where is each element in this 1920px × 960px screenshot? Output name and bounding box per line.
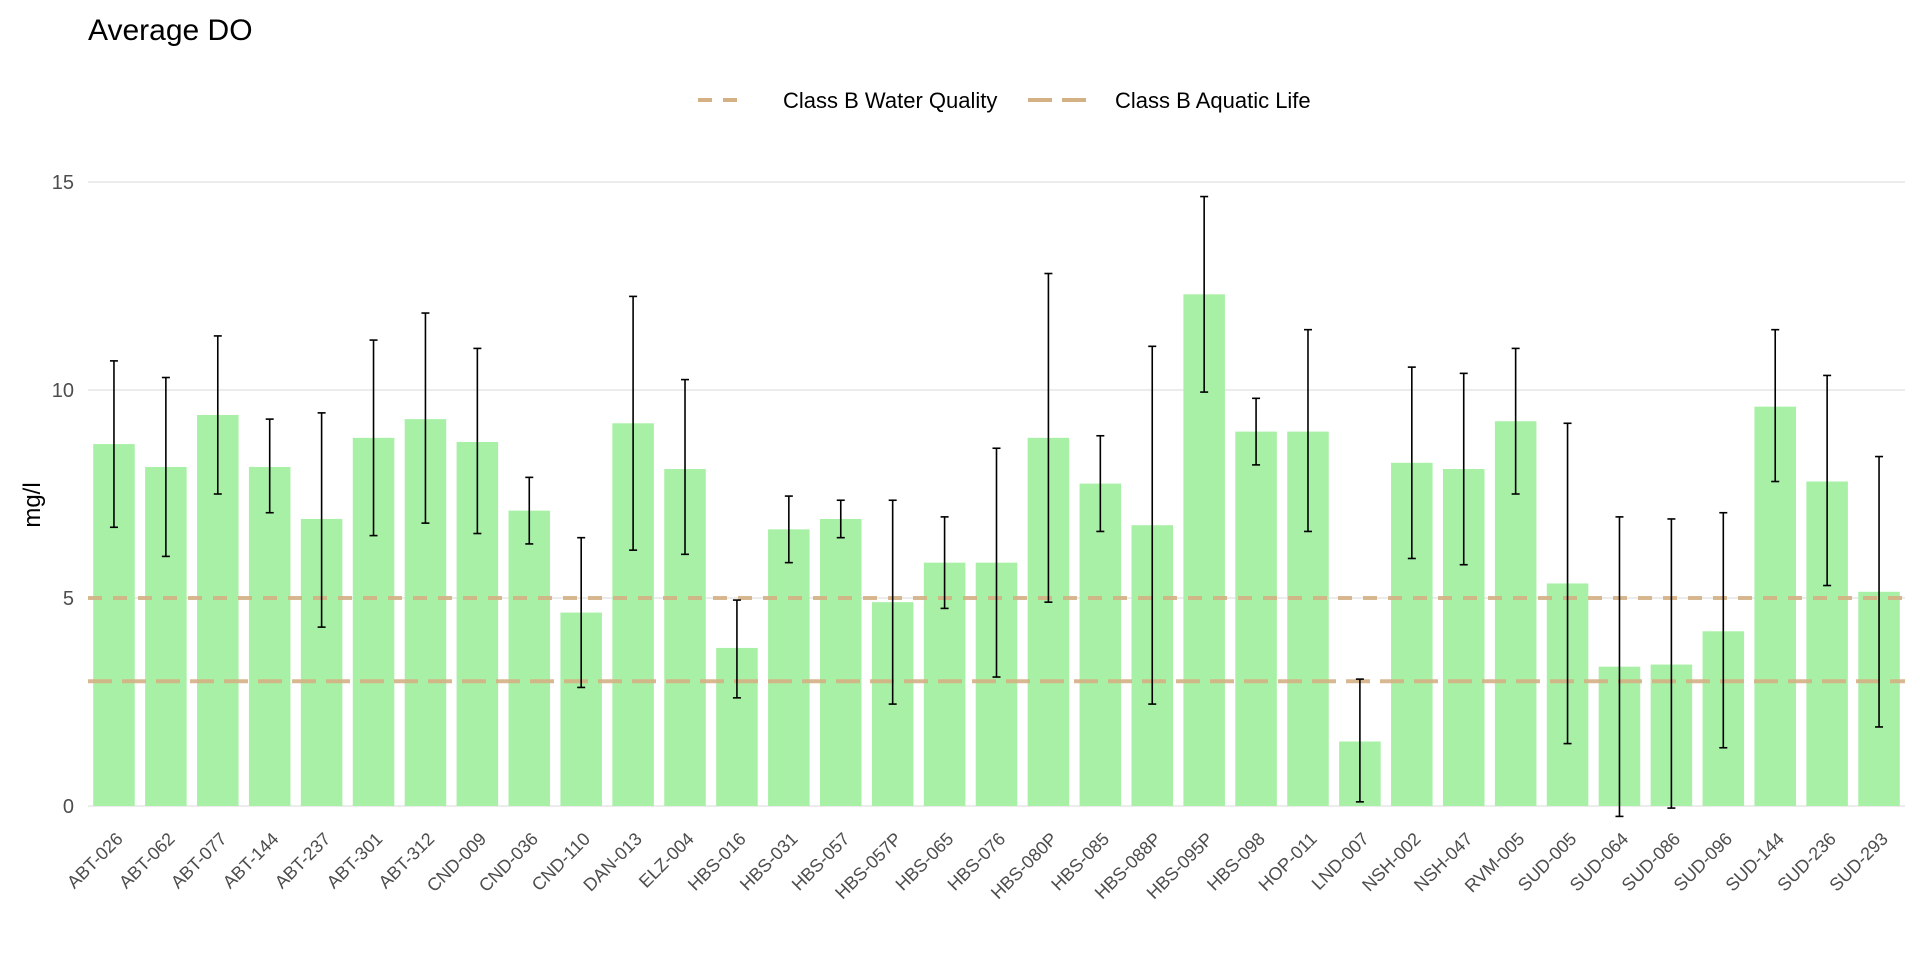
- bar: [1079, 483, 1122, 806]
- chart-title: Average DO: [88, 14, 253, 47]
- x-tick-labels: ABT-026ABT-062ABT-077ABT-144ABT-237ABT-3…: [63, 829, 1892, 903]
- x-tick-label: ABT-062: [115, 829, 179, 893]
- bar: [768, 529, 810, 806]
- legend-label-water-quality: Class B Water Quality: [783, 88, 997, 113]
- y-tick-label: 15: [52, 172, 74, 194]
- x-tick-label: ABT-077: [167, 829, 231, 893]
- x-tick-label: ABT-301: [323, 829, 387, 893]
- legend: Class B Water Quality Class B Aquatic Li…: [698, 88, 1311, 113]
- x-tick-label: ABT-144: [219, 829, 283, 893]
- error-bars: [109, 195, 1884, 818]
- y-tick-labels: 0 5 10 15: [52, 172, 74, 818]
- y-tick-label: 5: [63, 588, 74, 610]
- y-tick-label: 0: [63, 796, 74, 818]
- bar: [819, 518, 862, 806]
- bar: [248, 466, 291, 806]
- bar: [508, 510, 551, 806]
- y-axis-title: mg/l: [19, 482, 46, 527]
- x-tick-label: ABT-026: [63, 829, 127, 893]
- legend-label-aquatic-life: Class B Aquatic Life: [1115, 88, 1311, 113]
- bar: [1235, 431, 1277, 806]
- x-tick-label: ABT-237: [271, 829, 335, 893]
- y-tick-label: 10: [52, 380, 74, 402]
